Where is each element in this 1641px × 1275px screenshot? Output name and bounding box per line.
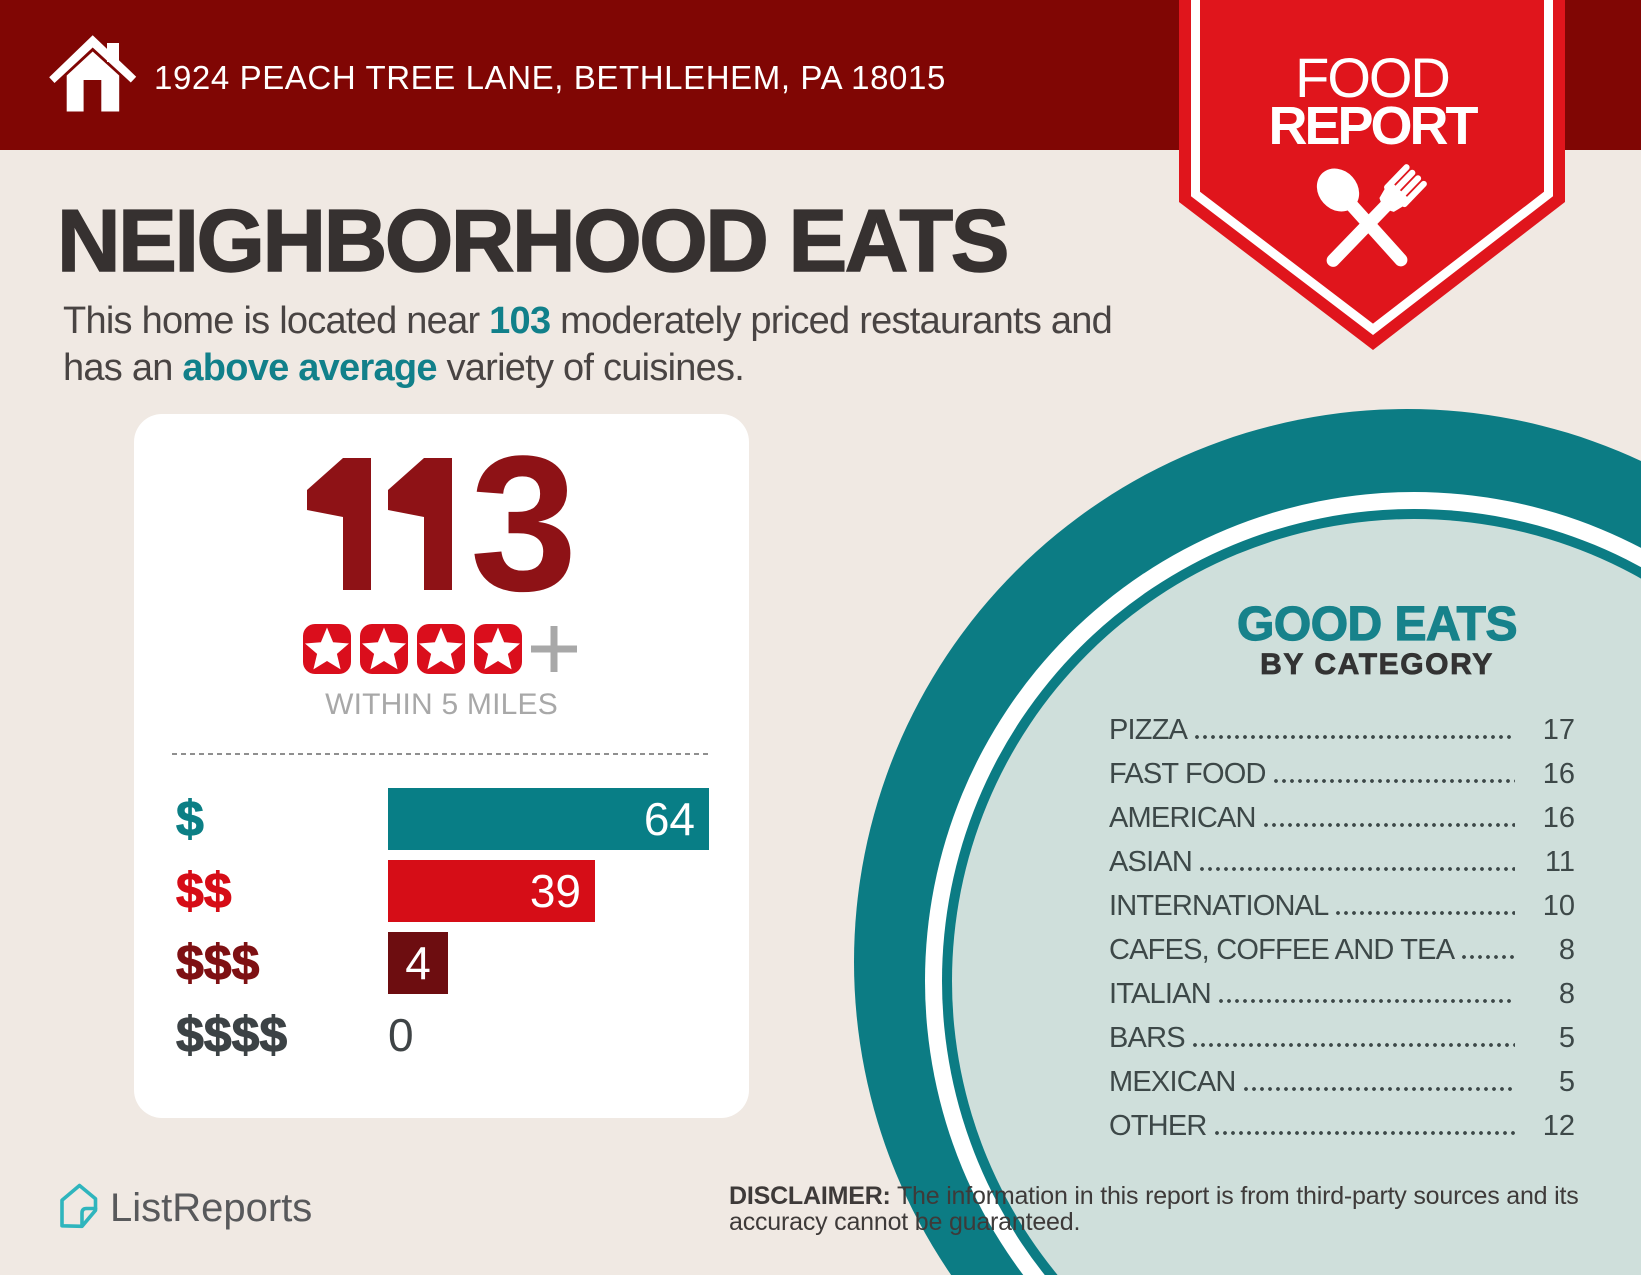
svg-text:REPORT: REPORT: [1268, 96, 1478, 156]
svg-text:3: 3: [470, 440, 577, 610]
svg-text:FOOD: FOOD: [1295, 46, 1449, 109]
